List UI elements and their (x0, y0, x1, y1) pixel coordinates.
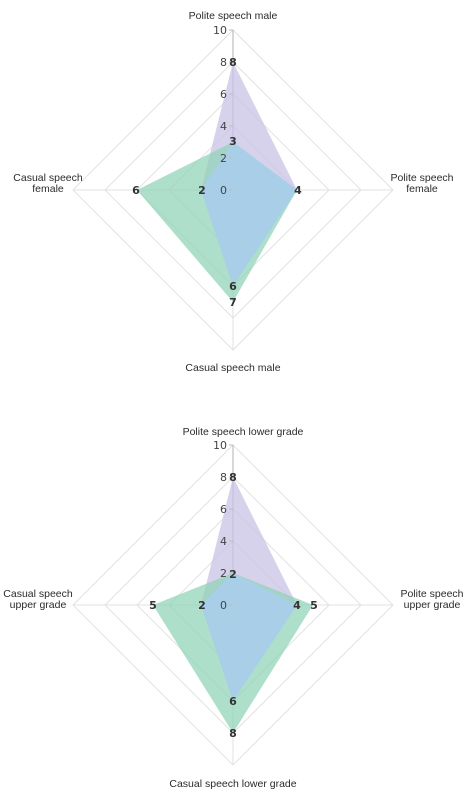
data-label: 6 (229, 280, 237, 293)
data-label: 6 (132, 184, 140, 197)
series-overlap (201, 142, 297, 286)
axis-label-line: Polite speech (400, 588, 463, 600)
axis-label: Casual speech female (13, 172, 83, 195)
data-label: 5 (149, 599, 157, 612)
data-label: 3 (229, 135, 237, 148)
axis-label-line: upper grade (404, 599, 461, 611)
data-label: 2 (229, 568, 237, 581)
axis-label-line: Polite speech lower grade (183, 426, 304, 438)
data-label: 8 (229, 727, 237, 740)
tick-label: 0 (220, 184, 227, 197)
axis-label-line: Polite speech (390, 172, 453, 184)
tick-label: 10 (213, 24, 227, 37)
axis-label-line: Polite speech male (189, 10, 278, 22)
tick-label: 0 (220, 599, 227, 612)
axis-label: Polite speech upper grade (400, 588, 463, 611)
series-overlap (201, 573, 297, 701)
axis-label-line: Casual speech (3, 588, 73, 600)
tick-label: 4 (220, 535, 227, 548)
axis-label: Casual speech lower grade (169, 778, 296, 790)
tick-label: 4 (220, 120, 227, 133)
axis-label-line: Casual speech male (185, 362, 280, 374)
data-label: 2 (198, 184, 206, 197)
data-label: 8 (229, 56, 237, 69)
data-label: 4 (294, 184, 302, 197)
axis-label: Casual speech male (185, 362, 280, 374)
data-label: 4 (293, 599, 301, 612)
data-label: 6 (229, 695, 237, 708)
axis-label: Casual speech upper grade (3, 588, 73, 611)
tick-label: 2 (220, 152, 227, 165)
data-label: 5 (310, 599, 318, 612)
data-label: 8 (229, 471, 237, 484)
tick-label: 2 (220, 567, 227, 580)
data-label: 2 (198, 599, 206, 612)
data-label: 7 (229, 296, 237, 309)
tick-label: 8 (220, 56, 227, 69)
tick-label: 10 (213, 439, 227, 452)
axis-label-line: upper grade (10, 599, 67, 611)
axis-label-line: female (32, 183, 64, 195)
axis-label-line: female (406, 183, 438, 195)
axis-label: Polite speech male (189, 10, 278, 22)
axis-label: Polite speech lower grade (183, 426, 304, 438)
axis-label: Polite speech female (390, 172, 453, 195)
tick-label: 6 (220, 503, 227, 516)
axis-label-line: Casual speech (13, 172, 83, 184)
tick-label: 6 (220, 88, 227, 101)
axis-label-line: Casual speech lower grade (169, 778, 296, 790)
tick-label: 8 (220, 471, 227, 484)
